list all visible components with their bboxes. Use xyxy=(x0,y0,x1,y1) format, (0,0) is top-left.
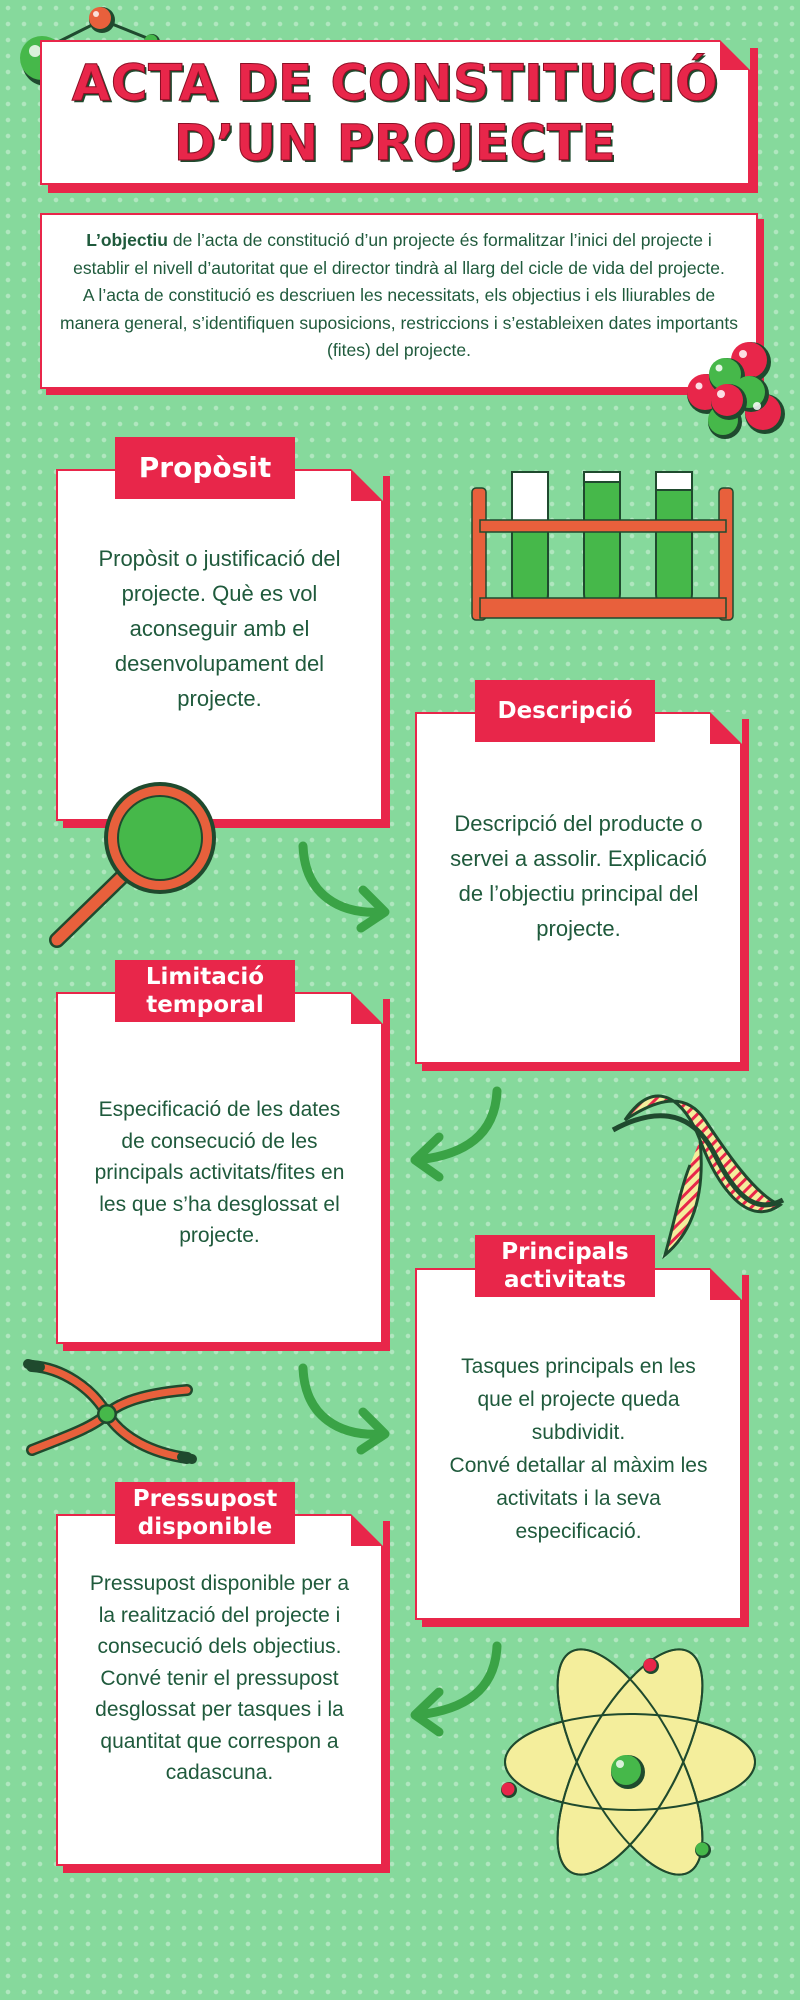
tab-limitacio-line-2: temporal xyxy=(146,992,264,1018)
intro-paragraph-1-text: de l’acta de constitució d’un projecte é… xyxy=(73,230,725,278)
activitats-text-line-1: Tasques principals en les que el project… xyxy=(461,1355,696,1444)
intro-paragraph-2: A l’acta de constitució es descriuen les… xyxy=(60,285,738,360)
card-fold-corner xyxy=(710,1268,742,1300)
arrow-icon xyxy=(410,1086,502,1182)
proposit-text: Propòsit o justificació del projecte. Qu… xyxy=(98,546,341,711)
pressupost-text: Pressupost disponible per a la realitzac… xyxy=(88,1568,351,1789)
descripcio-text: Descripció del producte o servei a assol… xyxy=(450,811,707,941)
tab-activitats-line-2: activitats xyxy=(503,1267,627,1293)
intro-paragraph-1: L’objectiu de l’acta de constitució d’un… xyxy=(60,227,738,282)
tab-pressupost-line-1: Pressupost xyxy=(132,1486,278,1512)
tab-descripcio: Descripció xyxy=(475,680,655,742)
tweezers-icon xyxy=(23,1359,197,1464)
card-fold-corner xyxy=(351,992,383,1024)
tab-pressupost-disponible: Pressupost disponible xyxy=(115,1482,295,1544)
card-fold-corner xyxy=(351,469,383,501)
intro-box: L’objectiu de l’acta de constitució d’un… xyxy=(40,213,758,389)
title-fold-corner xyxy=(720,40,750,70)
card-limitacio-temporal: Especificació de les dates de consecució… xyxy=(56,992,383,1344)
card-pressupost-disponible: Pressupost disponible per a la realitzac… xyxy=(56,1514,383,1866)
card-proposit: Propòsit o justificació del projecte. Qu… xyxy=(56,469,383,821)
molecule-cluster-icon xyxy=(687,342,785,439)
intro-lead-bold: L’objectiu xyxy=(86,230,168,250)
card-principals-activitats: Tasques principals en les que el project… xyxy=(415,1268,742,1620)
limitacio-text: Especificació de les dates de consecució… xyxy=(94,1098,345,1247)
test-tubes-icon xyxy=(471,471,734,621)
title-line-1: ACTA DE CONSTITUCIÓ xyxy=(71,53,719,112)
tab-proposit: Propòsit xyxy=(115,437,295,499)
arrow-icon xyxy=(410,1641,502,1737)
dna-icon xyxy=(611,1094,785,1260)
tab-limitacio-line-1: Limitació xyxy=(145,964,265,990)
tab-pressupost-line-2: disponible xyxy=(137,1514,273,1540)
card-descripcio: Descripció del producte o servei a assol… xyxy=(415,712,742,1064)
activitats-text-line-2: Convé detallar al màxim les activitats i… xyxy=(449,1454,708,1543)
activitats-text: Tasques principals en les que el project… xyxy=(447,1350,710,1548)
title-line-2: D’UN PROJECTE xyxy=(173,113,617,172)
tab-activitats-line-1: Principals xyxy=(501,1239,629,1265)
title-box: ACTA DE CONSTITUCIÓ D’UN PROJECTE xyxy=(40,40,750,185)
card-fold-corner xyxy=(710,712,742,744)
page-title: ACTA DE CONSTITUCIÓ D’UN PROJECTE xyxy=(71,53,719,173)
magnifier-icon xyxy=(49,782,216,948)
arrow-icon xyxy=(298,841,390,933)
atom-icon xyxy=(501,1648,756,1876)
card-fold-corner xyxy=(351,1514,383,1546)
arrow-icon xyxy=(298,1363,390,1455)
tab-limitacio-temporal: Limitació temporal xyxy=(115,960,295,1022)
pressupost-text-line-2: Convé tenir el pressupost desglossat per… xyxy=(95,1666,344,1785)
pressupost-text-line-1: Pressupost disponible per a la realitzac… xyxy=(89,1572,350,1658)
tab-principals-activitats: Principals activitats xyxy=(475,1235,655,1297)
